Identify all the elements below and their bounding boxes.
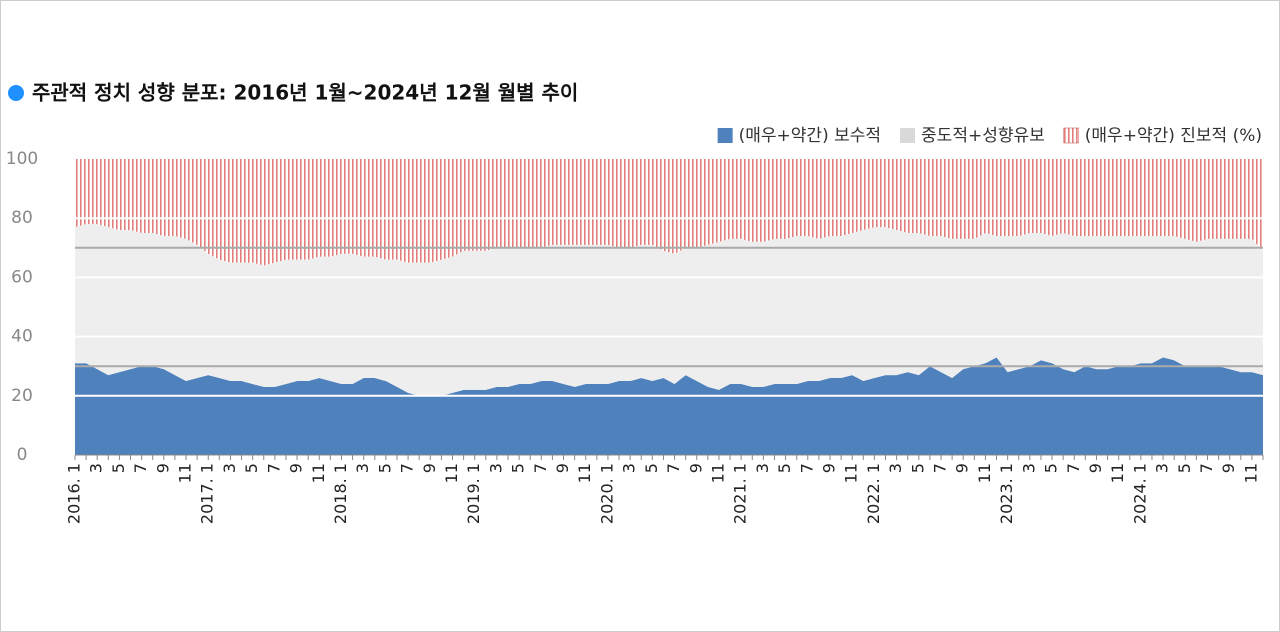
legend-swatch: [1063, 127, 1080, 144]
x-tick-label: 7: [398, 463, 417, 473]
area: [75, 224, 1263, 396]
x-tick-label: 9: [953, 463, 972, 473]
x-tick-label: 9: [1086, 463, 1105, 473]
x-tick-label: 3: [87, 463, 106, 473]
x-tick-label: 3: [620, 463, 639, 473]
x-tick-label: 11: [1108, 463, 1127, 483]
x-tick-label: 9: [553, 463, 572, 473]
x-tick-label: 2017. 1: [198, 463, 217, 524]
x-tick-label: 5: [1175, 463, 1194, 473]
area: [75, 357, 1263, 455]
x-tick-label: 7: [264, 463, 283, 473]
x-tick-label: 2019. 1: [464, 463, 483, 524]
x-tick-label: 5: [775, 463, 794, 473]
x-tick-label: 11: [708, 463, 727, 483]
x-tick-label: 11: [309, 463, 328, 483]
x-tick-label: 9: [153, 463, 172, 473]
x-tick-label: 3: [886, 463, 905, 473]
y-tick-label: 80: [11, 208, 33, 228]
legend: (매우+약간) 진보적 (%) 중도적+성향유보 (매우+약간) 보수적: [717, 126, 1262, 146]
x-tick-label: 5: [375, 463, 394, 473]
x-tick-label: 2020. 1: [597, 463, 616, 524]
x-tick-label: 3: [353, 463, 372, 473]
x-tick-label: 5: [1042, 463, 1061, 473]
x-tick-label: 7: [931, 463, 950, 473]
x-tick-label: 5: [509, 463, 528, 473]
x-tick-label: 5: [908, 463, 927, 473]
legend-swatch: [717, 128, 733, 143]
x-tick-label: 7: [1064, 463, 1083, 473]
x-tick-label: 9: [287, 463, 306, 473]
y-tick-label: 0: [17, 445, 28, 465]
x-tick-label: 7: [664, 463, 683, 473]
y-tick-label: 20: [11, 386, 33, 406]
x-tick-label: 7: [131, 463, 150, 473]
x-tick-label: 9: [420, 463, 439, 473]
x-tick-label: 11: [176, 463, 195, 483]
x-tick-label: 11: [442, 463, 461, 483]
x-tick-label: 3: [1153, 463, 1172, 473]
x-tick-label: 5: [109, 463, 128, 473]
x-tick-label: 7: [531, 463, 550, 473]
y-tick-label: 60: [11, 267, 33, 287]
x-tick-label: 7: [1197, 463, 1216, 473]
x-tick-label: 11: [575, 463, 594, 483]
x-tick-label: 9: [686, 463, 705, 473]
x-tick-label: 11: [1241, 463, 1260, 483]
y-tick-label: 40: [11, 327, 33, 347]
x-tick-label: 9: [1219, 463, 1238, 473]
x-tick-label: 2021. 1: [731, 463, 750, 524]
x-tick-label: 3: [486, 463, 505, 473]
x-tick-label: 2024. 1: [1130, 463, 1149, 524]
x-tick-label: 5: [642, 463, 661, 473]
chart-title: 주관적 정치 성향 분포: 2016년 1월~2024년 12월 월별 추이: [32, 81, 578, 105]
legend-label: (매우+약간) 보수적: [739, 126, 881, 146]
x-tick-label: 2023. 1: [997, 463, 1016, 524]
x-tick-label: 11: [975, 463, 994, 483]
legend-label: (매우+약간) 진보적 (%): [1085, 126, 1262, 146]
x-tick-label: 7: [797, 463, 816, 473]
legend-label: 중도적+성향유보: [921, 126, 1045, 146]
x-tick-label: 5: [242, 463, 261, 473]
x-tick-label: 3: [753, 463, 772, 473]
x-tick-label: 2018. 1: [331, 463, 350, 524]
x-tick-label: 3: [220, 463, 239, 473]
x-tick-label: 9: [819, 463, 838, 473]
area: [75, 159, 1263, 266]
y-tick-label: 100: [6, 149, 38, 169]
x-tick-label: 11: [842, 463, 861, 483]
x-tick-label: 3: [1019, 463, 1038, 473]
title-bullet: [8, 85, 24, 101]
x-tick-label: 2016. 1: [65, 463, 84, 524]
x-tick-label: 2022. 1: [864, 463, 883, 524]
legend-swatch: [900, 128, 916, 143]
